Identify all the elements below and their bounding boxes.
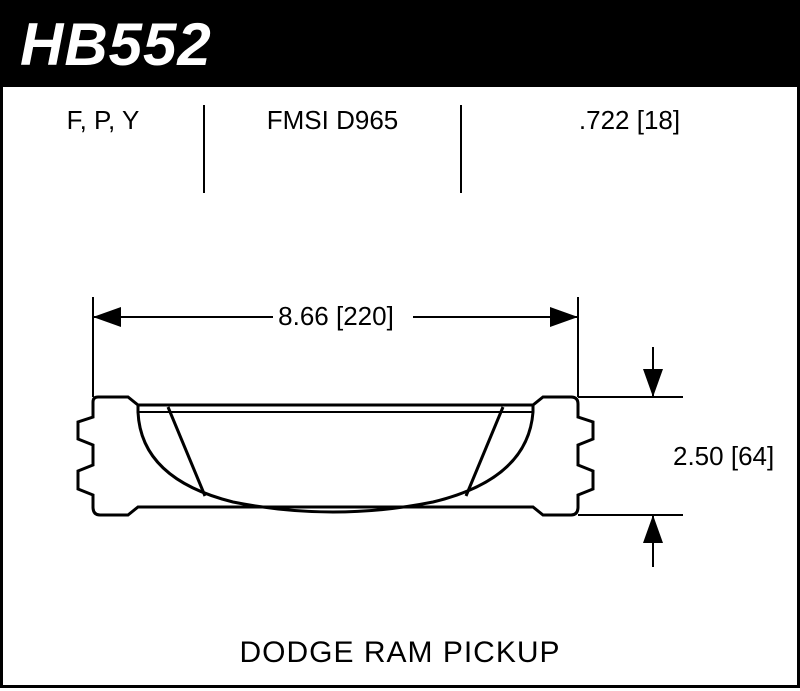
diagram-area: 8.66 [220] 2.50 [64]	[3, 227, 797, 607]
thickness-in: .722	[579, 105, 630, 135]
header-bar: HB552	[0, 0, 800, 87]
spec-thickness: .722 [18]	[462, 105, 797, 193]
brake-pad-outline	[78, 397, 593, 515]
spec-compounds: F, P, Y	[3, 105, 203, 193]
width-dim-text: 8.66 [220]	[278, 301, 394, 331]
spec-row: F, P, Y FMSI D965 .722 [18]	[3, 87, 797, 193]
spec-fmsi: FMSI D965	[205, 105, 460, 193]
vehicle-label: DODGE RAM PICKUP	[3, 636, 797, 670]
height-dimension	[578, 347, 683, 567]
thickness-mm: [18]	[637, 105, 680, 135]
content-frame: F, P, Y FMSI D965 .722 [18]	[0, 87, 800, 688]
height-dim-text: 2.50 [64]	[673, 441, 774, 471]
brake-pad-diagram: 8.66 [220] 2.50 [64]	[3, 227, 800, 607]
part-number-title: HB552	[20, 10, 780, 79]
